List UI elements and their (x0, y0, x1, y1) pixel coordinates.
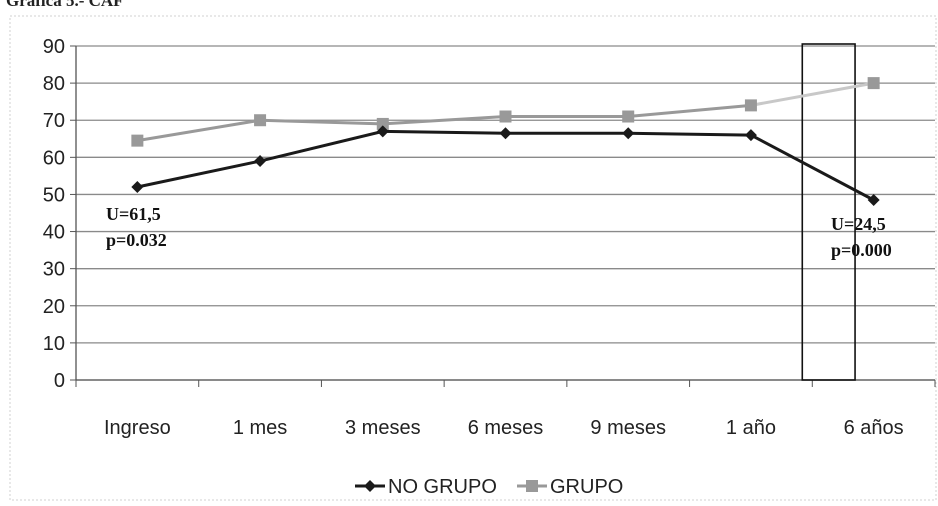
series-grupo (131, 77, 880, 147)
y-tick-label-30: 30 (43, 259, 65, 281)
annotation-line2: p=0.000 (831, 240, 892, 260)
series-grupo-point (744, 99, 757, 112)
y-tick-label-90: 90 (43, 36, 65, 58)
x-tick-label: 1 mes (233, 417, 287, 439)
series-no-grupo-point (744, 129, 757, 142)
series-grupo-segment (137, 118, 261, 143)
highlight-box-group (801, 43, 856, 381)
legend-marker (526, 480, 538, 492)
y-tick-label-60: 60 (43, 147, 65, 169)
x-tick-label: 6 años (844, 417, 904, 439)
y-tick-label-80: 80 (43, 73, 65, 95)
series-grupo-point (622, 110, 635, 123)
series-no-grupo (131, 125, 880, 207)
legend-label: GRUPO (550, 476, 623, 498)
series-grupo-point (867, 77, 880, 90)
x-tick-label: 6 meses (468, 417, 544, 439)
legend-marker (364, 480, 376, 492)
series-grupo-segment (382, 115, 506, 126)
x-axis: Ingreso 1 mes 3 meses 6 meses 9 meses 1 año 6 … (75, 379, 936, 439)
series-grupo-point (131, 134, 144, 147)
y-axis: 0 10 20 30 40 50 60 70 80 90 (43, 36, 77, 392)
series-no-grupo-point (622, 127, 635, 140)
series-grupo-point (376, 117, 389, 130)
series-grupo-segment (750, 81, 874, 107)
annotations: U=61,5 p=0.032 U=24,5 p=0.000 (106, 204, 892, 260)
series-no-grupo-segment (137, 159, 261, 189)
y-tick-label-50: 50 (43, 184, 65, 206)
series-no-grupo-point (131, 181, 144, 194)
x-tick-label: Ingreso (104, 417, 171, 439)
legend: NO GRUPO GRUPO (355, 476, 623, 498)
series-grupo-point (499, 110, 512, 123)
figure-title: Gráfica 5.- CAF (6, 0, 124, 10)
series-no-grupo-point (499, 127, 512, 140)
y-tick-label-0: 0 (54, 370, 65, 392)
series-no-grupo-segment (259, 129, 384, 163)
series-grupo-segment (628, 103, 752, 119)
annotation-line1: U=24,5 (831, 214, 886, 234)
legend-label: NO GRUPO (388, 476, 497, 498)
annotation-line2: p=0.032 (106, 230, 167, 250)
y-tick-label-10: 10 (43, 333, 65, 355)
x-tick-label: 1 año (726, 417, 776, 439)
x-tick-label: 3 meses (345, 417, 421, 439)
series-no-grupo-point (867, 194, 880, 207)
y-tick-label-40: 40 (43, 222, 65, 244)
y-tick-label-20: 20 (43, 296, 65, 318)
series-no-grupo-segment (750, 133, 875, 202)
highlight-box (801, 43, 856, 381)
series-no-grupo-point (254, 155, 267, 168)
x-tick-label: 9 meses (590, 417, 666, 439)
series-grupo-segment (260, 118, 383, 126)
annotation-line1: U=61,5 (106, 204, 161, 224)
plot-background (9, 15, 937, 501)
series-no-grupo-point (376, 125, 389, 138)
series-lines (131, 77, 880, 207)
series-grupo-point (254, 114, 267, 127)
series-no-grupo-segment (382, 129, 506, 135)
y-tick-label-70: 70 (43, 110, 65, 132)
series-no-grupo-segment (628, 131, 751, 137)
